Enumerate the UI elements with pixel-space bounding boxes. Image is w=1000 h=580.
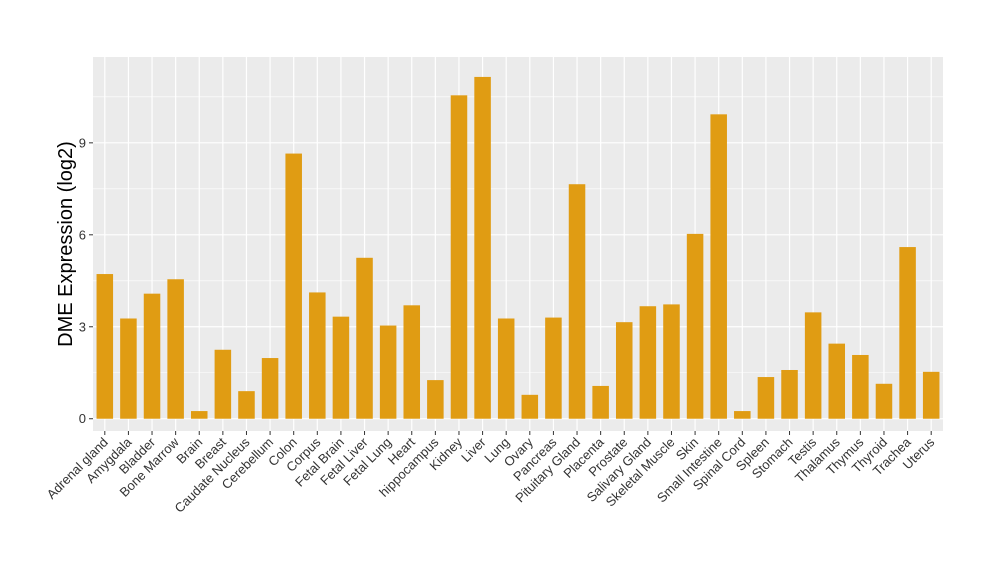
bar <box>379 325 397 419</box>
bar <box>781 369 798 419</box>
bar <box>663 304 680 419</box>
bar <box>261 358 279 419</box>
bar <box>309 292 326 419</box>
bar <box>332 316 350 419</box>
bar <box>521 394 539 419</box>
bars <box>96 76 940 419</box>
bar <box>615 322 633 419</box>
bar <box>828 343 846 419</box>
bar <box>214 349 232 419</box>
bar <box>403 305 421 419</box>
bar <box>568 184 586 419</box>
bar <box>190 411 208 419</box>
bar <box>734 411 751 419</box>
bar <box>497 318 515 419</box>
bar <box>427 380 444 419</box>
bar <box>356 257 373 419</box>
y-axis-title: DME Expression (log2) <box>55 141 77 347</box>
y-tick-label: 0 <box>79 411 86 426</box>
plot-panel <box>93 57 943 431</box>
bar <box>852 354 869 419</box>
bar <box>238 391 255 419</box>
bar <box>474 76 491 419</box>
bar <box>639 306 657 419</box>
y-tick-label: 9 <box>79 135 86 150</box>
x-tick-label: Liver <box>458 434 489 465</box>
bar <box>96 274 114 419</box>
bar <box>710 114 727 419</box>
bar <box>875 383 893 419</box>
bar <box>545 317 562 419</box>
bar <box>899 247 916 419</box>
bar <box>757 377 775 419</box>
minor-gridlines <box>93 96 943 374</box>
y-tick-label: 3 <box>79 319 86 334</box>
bar <box>285 153 302 419</box>
bar <box>686 233 704 419</box>
y-tick-label: 6 <box>79 227 86 242</box>
bar <box>120 318 137 419</box>
bar <box>167 279 184 419</box>
bar <box>143 293 161 419</box>
bar <box>592 385 609 419</box>
y-axis: 0 3 6 9 <box>79 135 93 426</box>
bar <box>450 95 468 419</box>
bar <box>804 312 822 419</box>
bar <box>922 371 940 419</box>
